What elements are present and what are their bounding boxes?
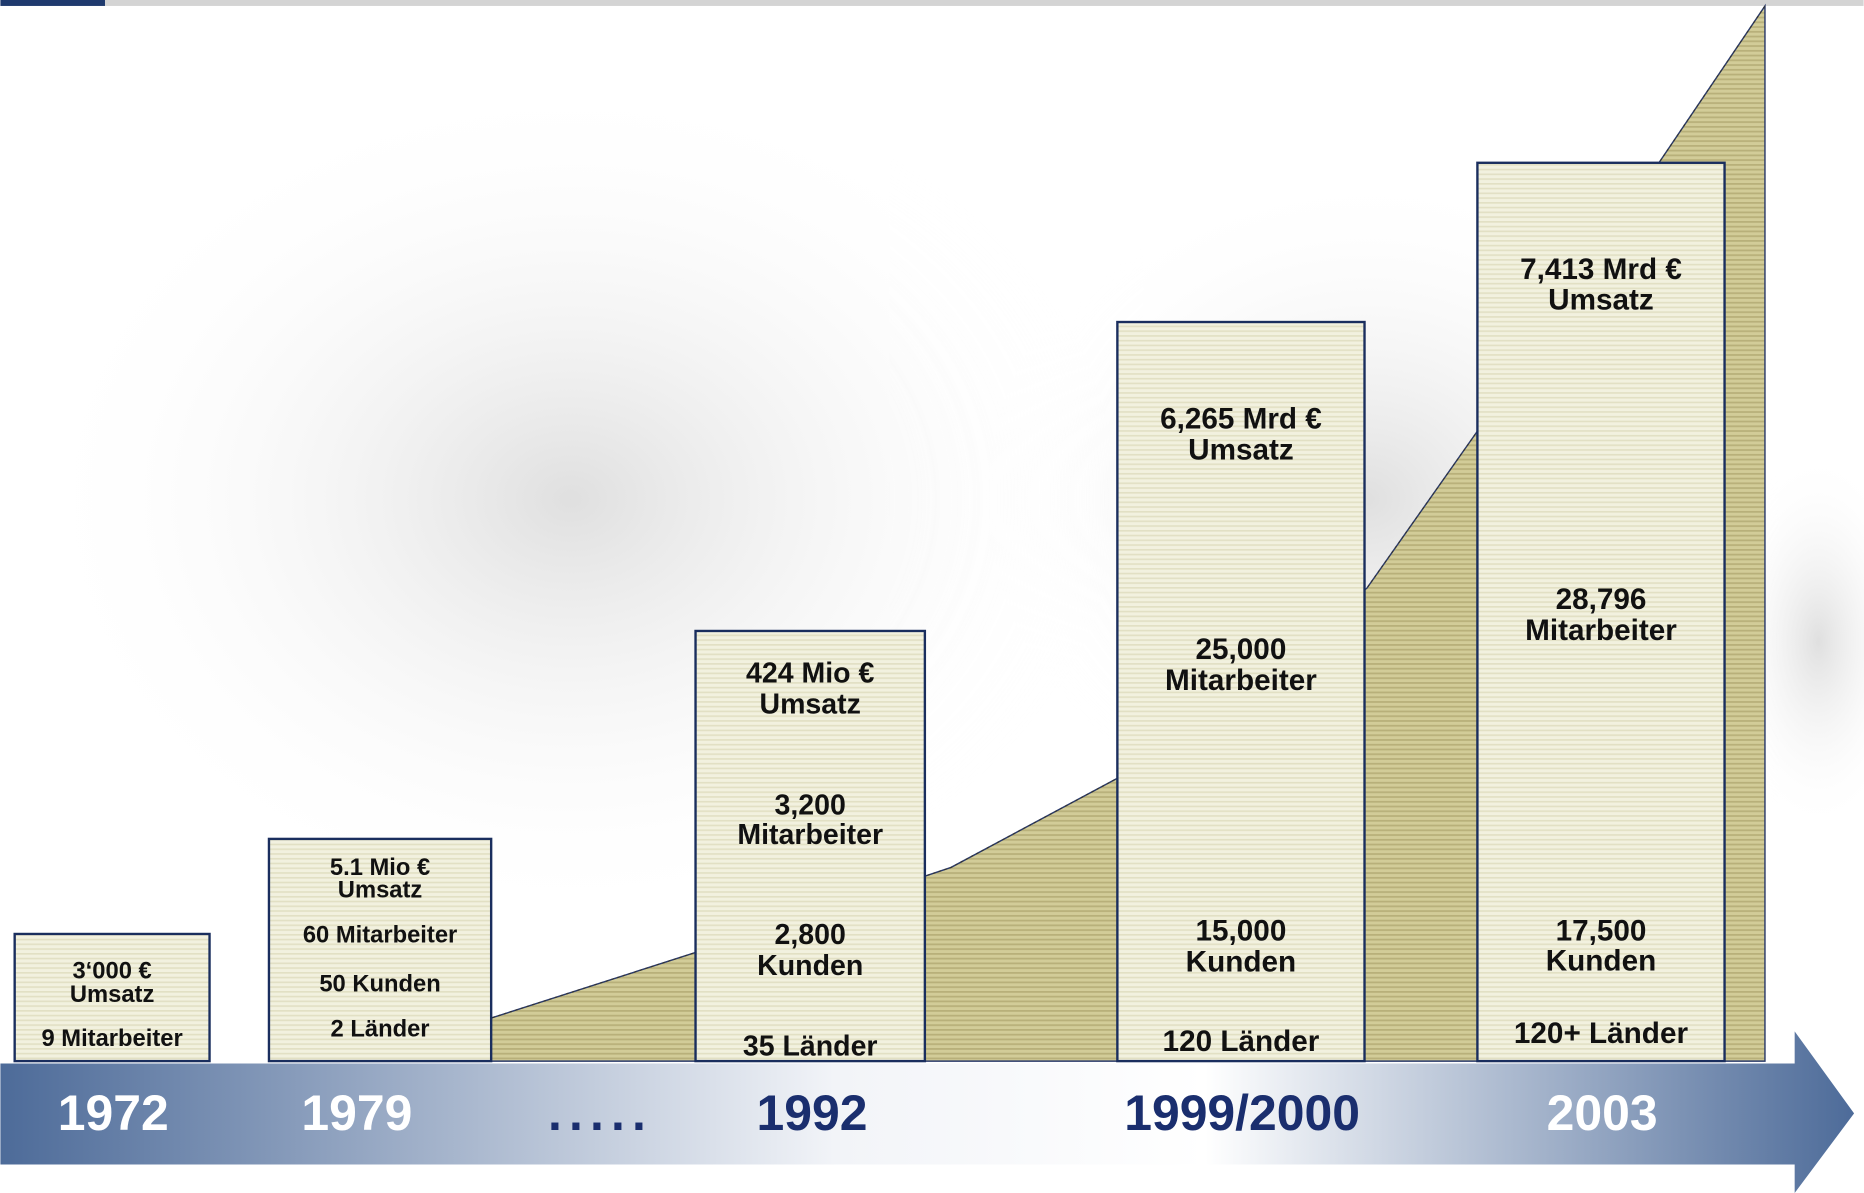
timeline-arrow bbox=[0, 1031, 1855, 1193]
milestone-box bbox=[694, 629, 927, 1063]
top-bar bbox=[0, 0, 1864, 6]
milestone-text: 25,000 bbox=[1196, 633, 1287, 666]
milestone-text: 2 Länder bbox=[331, 1015, 430, 1042]
milestone-text: 7,413 Mrd € bbox=[1520, 253, 1682, 286]
milestone-text: 3‘000 € bbox=[72, 957, 151, 984]
milestone-text: 120 Länder bbox=[1163, 1025, 1320, 1058]
milestone-box bbox=[267, 837, 493, 1063]
milestone-text: 3,200 bbox=[775, 789, 846, 821]
milestone-text: Mitarbeiter bbox=[737, 819, 883, 851]
top-bar-accent bbox=[0, 0, 105, 6]
year-label: ..... bbox=[548, 1085, 653, 1141]
milestone-box bbox=[1116, 320, 1366, 1063]
milestone-text: 5.1 Mio € bbox=[330, 854, 430, 881]
milestone-text: 2,800 bbox=[775, 919, 846, 951]
milestone-text: Umsatz bbox=[338, 876, 423, 903]
milestone-text: 28,796 bbox=[1556, 583, 1647, 616]
year-label: 2003 bbox=[1547, 1085, 1658, 1141]
milestone-text: 15,000 bbox=[1196, 915, 1287, 948]
milestone-text: Kunden bbox=[1546, 944, 1657, 977]
milestone-text: Umsatz bbox=[70, 981, 155, 1008]
milestone-text: Umsatz bbox=[1188, 433, 1294, 466]
milestone-text: 50 Kunden bbox=[319, 970, 440, 997]
milestone-box bbox=[13, 932, 211, 1063]
milestone-text: Umsatz bbox=[1548, 284, 1654, 317]
milestone-text: 60 Mitarbeiter bbox=[303, 922, 457, 949]
year-label: 1999/2000 bbox=[1124, 1085, 1360, 1141]
year-label: 1979 bbox=[301, 1085, 412, 1141]
milestone-text: 17,500 bbox=[1556, 915, 1647, 948]
year-label: 1972 bbox=[58, 1085, 169, 1141]
milestone-box bbox=[1476, 161, 1726, 1063]
milestone-text: Umsatz bbox=[760, 688, 861, 720]
milestone-text: Mitarbeiter bbox=[1525, 614, 1677, 647]
milestone-text: 35 Länder bbox=[743, 1031, 878, 1063]
year-label: 1992 bbox=[756, 1085, 867, 1141]
milestone-text: Kunden bbox=[757, 950, 863, 982]
milestone-text: Mitarbeiter bbox=[1165, 664, 1317, 697]
milestone-text: 424 Mio € bbox=[746, 657, 874, 689]
milestone-text: 6,265 Mrd € bbox=[1160, 402, 1322, 435]
milestone-text: 9 Mitarbeiter bbox=[41, 1025, 182, 1052]
milestone-text: 120+ Länder bbox=[1514, 1017, 1689, 1050]
milestone-text: Kunden bbox=[1186, 946, 1297, 979]
